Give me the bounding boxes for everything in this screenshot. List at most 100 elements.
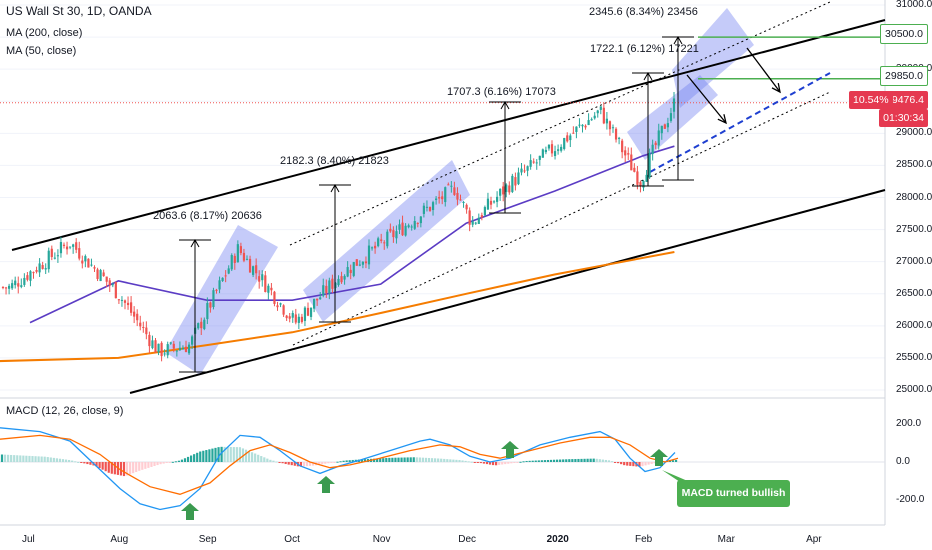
candle (72, 243, 75, 254)
candle-body (200, 321, 203, 329)
candle-body (413, 220, 416, 229)
macd-hist-bar (336, 461, 339, 463)
candle-body (352, 262, 355, 276)
candle (325, 279, 328, 298)
candle (349, 264, 352, 280)
candle (502, 181, 505, 202)
candle (181, 345, 185, 350)
macd-hist-bar (617, 462, 620, 464)
candle-body (660, 125, 663, 134)
candle (322, 278, 325, 298)
macd-hist-bar (479, 462, 482, 464)
macd-hist-bar (391, 457, 394, 462)
candle (145, 321, 148, 340)
macd-hist-bar (52, 457, 55, 462)
candle-body (197, 323, 200, 329)
candle (642, 179, 645, 192)
candle (422, 202, 425, 218)
macd-hist-bar (7, 454, 10, 462)
macd-hist-bar (86, 462, 89, 465)
candle (474, 221, 477, 225)
candle-body (26, 275, 29, 280)
channel-box-4 (672, 8, 754, 108)
candle-body (203, 319, 206, 330)
candle (355, 259, 358, 266)
macd-hist-bar (467, 461, 470, 463)
candle-body (569, 135, 572, 141)
price-tick: 28500.0 (896, 159, 932, 171)
macd-hist-bar (64, 459, 68, 462)
macd-hist-bar (177, 460, 180, 462)
candle-body (642, 180, 645, 188)
candle-body (596, 110, 599, 114)
candle-body (459, 199, 462, 201)
macd-hist-bar (516, 462, 519, 463)
candle-body (160, 342, 163, 357)
measure-label-5: 2345.6 (8.34%) 23456 (589, 6, 698, 18)
macd-hist-bar (98, 462, 101, 469)
candle (435, 196, 438, 205)
candle (523, 164, 526, 174)
candle (532, 158, 535, 164)
candle-body (38, 263, 41, 273)
candle (331, 274, 334, 294)
macd-hist-bar (202, 450, 205, 462)
candle-body (621, 140, 624, 153)
candle (239, 242, 242, 256)
candle (252, 265, 255, 278)
candle (169, 341, 172, 345)
macd-hist-bar (235, 447, 238, 462)
macd-hist-bar (278, 462, 281, 463)
macd-hist-bar (403, 457, 406, 462)
price-tick: 26000.0 (896, 319, 932, 331)
candle (4, 286, 8, 295)
candle-body (404, 225, 407, 236)
candle (297, 313, 300, 330)
candle-body (75, 242, 78, 250)
candle (547, 144, 551, 151)
candle-body (297, 316, 300, 323)
bullish-arrow-sep (181, 503, 199, 520)
macd-hist-bar (607, 460, 611, 462)
candle-body (541, 149, 544, 158)
macd-hist-bar (513, 462, 516, 463)
candle-body (303, 307, 307, 321)
candle-body (20, 285, 23, 287)
measure-arrowhead (643, 71, 653, 81)
price-tick: 31000.0 (896, 0, 932, 10)
candle (178, 341, 181, 351)
macd-hist-bar (397, 457, 400, 462)
candle (566, 132, 569, 143)
macd-hist-bar (443, 458, 446, 462)
candle-body (136, 313, 139, 321)
macd-hist-bar (226, 446, 229, 462)
candle (157, 343, 160, 356)
candle (87, 258, 90, 268)
candle (401, 215, 404, 237)
macd-hist-bar (604, 459, 607, 462)
candle (215, 288, 218, 294)
candle (197, 322, 200, 330)
measure-4 (632, 71, 664, 187)
macd-hist-bar (379, 458, 382, 462)
candle (358, 260, 361, 267)
candle (306, 302, 310, 317)
candle (264, 270, 267, 293)
candle (459, 194, 462, 201)
macd-hist-bar (623, 462, 626, 466)
candle (398, 219, 401, 234)
candle (291, 310, 294, 323)
candle (392, 226, 395, 243)
macd-hist-bar (473, 462, 476, 463)
macd-hist-bar (598, 459, 601, 462)
candle-body (316, 298, 319, 301)
candle-body (267, 285, 270, 293)
candle (212, 287, 215, 310)
candle (276, 301, 279, 311)
bullish-arrow-feb (650, 449, 668, 466)
candle-body (584, 125, 587, 128)
time-tick: Feb (635, 534, 653, 545)
macd-hist-bar (421, 457, 424, 462)
candle (245, 255, 249, 261)
